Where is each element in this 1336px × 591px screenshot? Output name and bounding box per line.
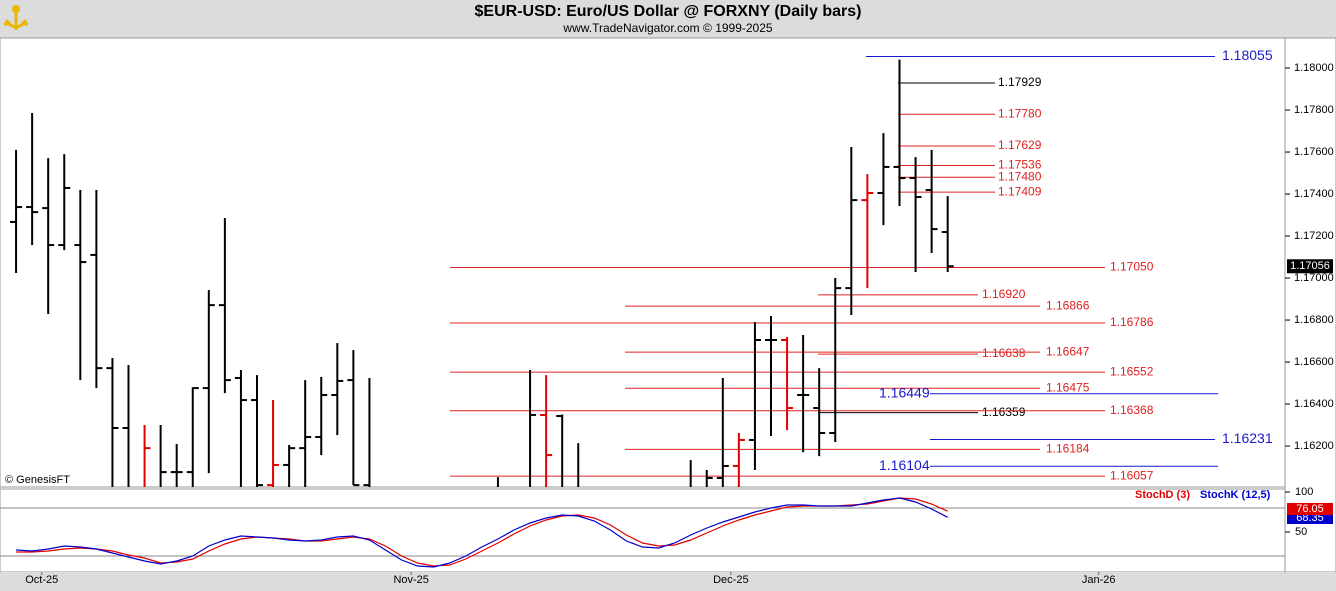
level-label: 1.17780 [998, 106, 1042, 120]
level-label: 1.16866 [1046, 298, 1090, 312]
level-label: 1.16057 [1110, 468, 1154, 482]
y-tick-label: 1.17000 [1294, 272, 1334, 284]
level-label: 1.16920 [982, 287, 1026, 301]
last-price-box [1287, 259, 1333, 274]
x-tick-label: Oct-25 [25, 574, 58, 586]
stoch-tick-label: 50 [1295, 526, 1307, 538]
y-tick-label: 1.18000 [1294, 62, 1334, 74]
level-label: 1.17409 [998, 184, 1042, 198]
x-tick-label: Nov-25 [393, 574, 428, 586]
y-tick-label: 1.17800 [1294, 104, 1334, 116]
level-label: 1.16647 [1046, 344, 1090, 358]
x-axis-bar [0, 572, 1336, 591]
right-axis [1284, 37, 1336, 573]
stoch-line [16, 497, 948, 568]
y-tick-label: 1.17400 [1294, 188, 1334, 200]
stoch-value-box [1287, 503, 1333, 515]
chart-subtitle: www.TradeNavigator.com © 1999-2025 [562, 21, 772, 35]
level-label: 1.16786 [1110, 315, 1154, 329]
price-panel [0, 37, 1286, 488]
y-tick-label: 1.16200 [1294, 440, 1334, 452]
y-tick-label: 1.17200 [1294, 230, 1334, 242]
stoch-tick-label: 100 [1295, 486, 1313, 498]
title-bar [0, 0, 1336, 38]
x-tick-label: Jan-26 [1082, 574, 1116, 586]
level-label: 1.16104 [879, 457, 930, 473]
level-label: 1.18055 [1222, 47, 1273, 63]
watermark: © GenesisFT [5, 474, 70, 486]
bars [10, 59, 954, 487]
chart-title: $EUR-USD: Euro/US Dollar @ FORXNY (Daily… [475, 3, 862, 20]
level-label: 1.16184 [1046, 442, 1090, 456]
y-tick-label: 1.16400 [1294, 398, 1334, 410]
level-label: 1.16475 [1046, 380, 1090, 394]
legend-label: StochK (12,5) [1200, 489, 1271, 501]
y-tick-label: 1.17600 [1294, 146, 1334, 158]
level-label: 1.17536 [998, 158, 1042, 172]
level-label: 1.17929 [998, 75, 1042, 89]
y-tick-label: 1.16600 [1294, 356, 1334, 368]
level-label: 1.17050 [1110, 260, 1154, 274]
level-label: 1.17480 [998, 169, 1042, 183]
level-label: 1.16449 [879, 384, 930, 400]
level-label: 1.17629 [998, 138, 1042, 152]
x-tick-label: Dec-25 [713, 574, 748, 586]
level-label: 1.16368 [1110, 403, 1154, 417]
last-price-label: 1.17056 [1290, 260, 1330, 272]
level-label: 1.16359 [982, 405, 1026, 419]
legend-label: StochD (3) [1135, 489, 1190, 501]
level-label: 1.16552 [1110, 364, 1154, 378]
logo [4, 5, 28, 30]
level-label: 1.16231 [1222, 430, 1273, 446]
y-tick-label: 1.16800 [1294, 314, 1334, 326]
stoch-value-label: 76.05 [1296, 503, 1324, 515]
level-label: 1.16638 [982, 346, 1026, 360]
